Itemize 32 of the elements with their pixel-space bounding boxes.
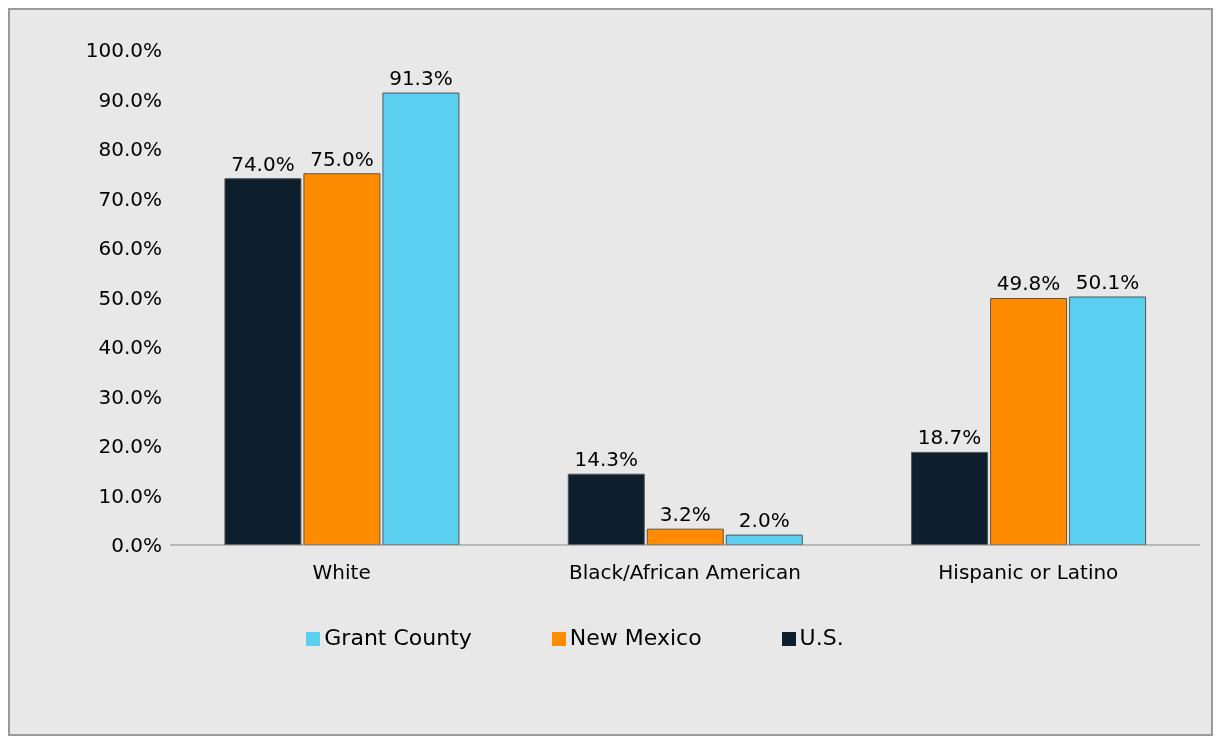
data-label: 74.0% bbox=[231, 151, 295, 176]
data-label: 91.3% bbox=[389, 66, 453, 91]
data-label: 50.1% bbox=[1075, 270, 1140, 295]
x-tick-label: White bbox=[312, 560, 371, 585]
data-label: 49.8% bbox=[996, 271, 1061, 296]
data-label: 3.2% bbox=[659, 502, 711, 527]
data-label: 14.3% bbox=[574, 447, 639, 472]
legend-label: Grant County bbox=[324, 625, 472, 650]
y-tick-label: 50.0% bbox=[98, 285, 162, 310]
bar bbox=[990, 297, 1068, 545]
x-tick-label: Black/African American bbox=[568, 560, 802, 585]
x-tick-label: Hispanic or Latino bbox=[938, 560, 1119, 585]
y-tick-label: 40.0% bbox=[98, 335, 162, 360]
data-label: 2.0% bbox=[738, 508, 790, 533]
y-tick-label: 60.0% bbox=[98, 236, 162, 261]
bar bbox=[646, 528, 724, 545]
y-tick-label: 80.0% bbox=[98, 137, 162, 162]
data-label: 75.0% bbox=[310, 146, 374, 171]
bar bbox=[1069, 296, 1147, 545]
bar bbox=[725, 534, 803, 545]
y-tick-label: 70.0% bbox=[98, 186, 162, 211]
bar bbox=[567, 473, 645, 545]
legend-label: U.S. bbox=[799, 625, 844, 650]
data-label: 18.7% bbox=[917, 425, 982, 450]
y-tick-label: 90.0% bbox=[98, 87, 162, 112]
y-tick-label: 30.0% bbox=[98, 384, 162, 409]
y-tick-label: 0.0% bbox=[111, 533, 162, 558]
y-tick-label: 20.0% bbox=[98, 434, 162, 459]
y-tick-label: 10.0% bbox=[98, 483, 162, 508]
y-tick-label: 100.0% bbox=[85, 38, 162, 63]
bar bbox=[911, 451, 989, 545]
legend-label: New Mexico bbox=[569, 625, 702, 650]
